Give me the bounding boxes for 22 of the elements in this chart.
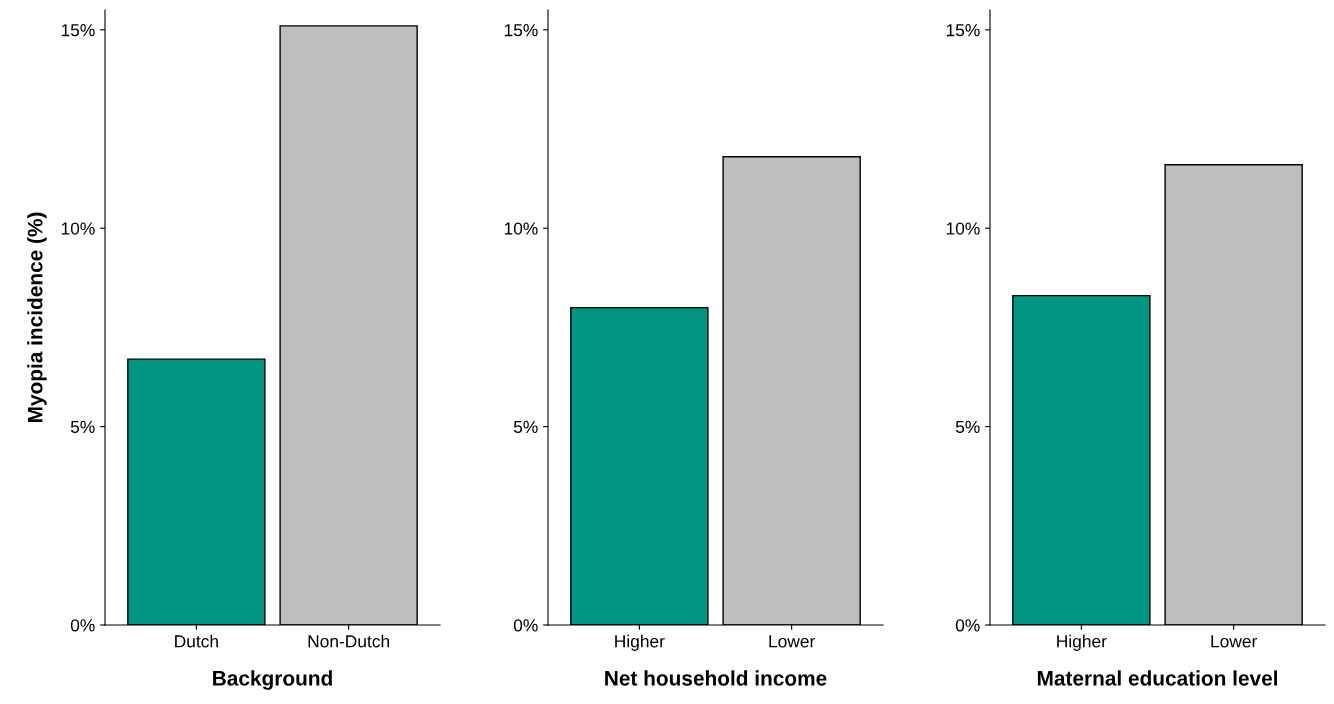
x-axis-title: Net household income <box>605 670 827 686</box>
x-tick-label: Lower <box>769 635 815 648</box>
y-tick-label: 10% <box>504 222 538 235</box>
x-tick-label: Lower <box>1211 635 1257 648</box>
y-tick-label: 0% <box>955 619 980 632</box>
y-tick-label: 10% <box>61 222 95 235</box>
y-tick-label: 5% <box>70 420 95 434</box>
y-tick-label: 15% <box>61 24 95 37</box>
y-tick-label: 5% <box>955 420 980 434</box>
x-axis-title: Background <box>213 670 332 690</box>
x-tick-label: Higher <box>615 634 665 651</box>
y-axis-title: Myopia incidence (%) <box>27 212 47 423</box>
y-tick-label: 0% <box>70 619 95 632</box>
y-tick-label: 0% <box>513 619 538 632</box>
x-tick-label: Non-Dutch <box>308 634 389 648</box>
y-tick-label: 15% <box>946 24 980 37</box>
y-tick-label: 15% <box>504 24 538 37</box>
x-tick-label: Higher <box>1057 634 1107 651</box>
x-tick-label: Dutch <box>175 634 218 648</box>
x-axis-title: Maternal education level <box>1037 670 1278 686</box>
y-tick-label: 5% <box>513 420 538 434</box>
y-tick-label: 10% <box>946 222 980 235</box>
